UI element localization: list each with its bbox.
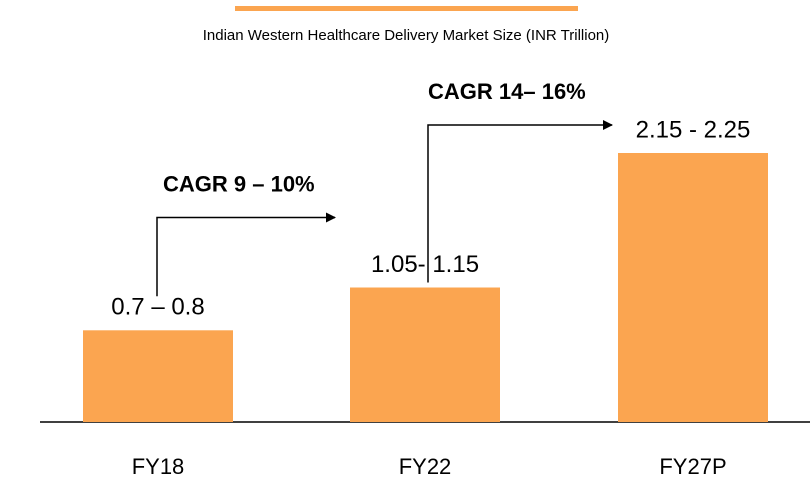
cagr-label: CAGR 9 – 10% — [163, 171, 315, 196]
value-label: 1.05- 1.15 — [371, 251, 479, 278]
x-tick-label: FY22 — [399, 454, 452, 479]
bar — [618, 153, 768, 422]
bar — [83, 330, 233, 422]
value-label: 2.15 - 2.25 — [636, 116, 751, 143]
x-tick-label: FY27P — [659, 454, 726, 479]
x-tick-label: FY18 — [132, 454, 185, 479]
title-rule — [235, 6, 578, 11]
cagr-arrow — [427, 120, 613, 283]
bar — [350, 287, 500, 422]
cagr-arrow — [156, 212, 336, 297]
chart-title: Indian Western Healthcare Delivery Marke… — [203, 27, 610, 44]
value-label: 0.7 – 0.8 — [111, 294, 204, 321]
cagr-label: CAGR 14– 16% — [428, 79, 586, 104]
